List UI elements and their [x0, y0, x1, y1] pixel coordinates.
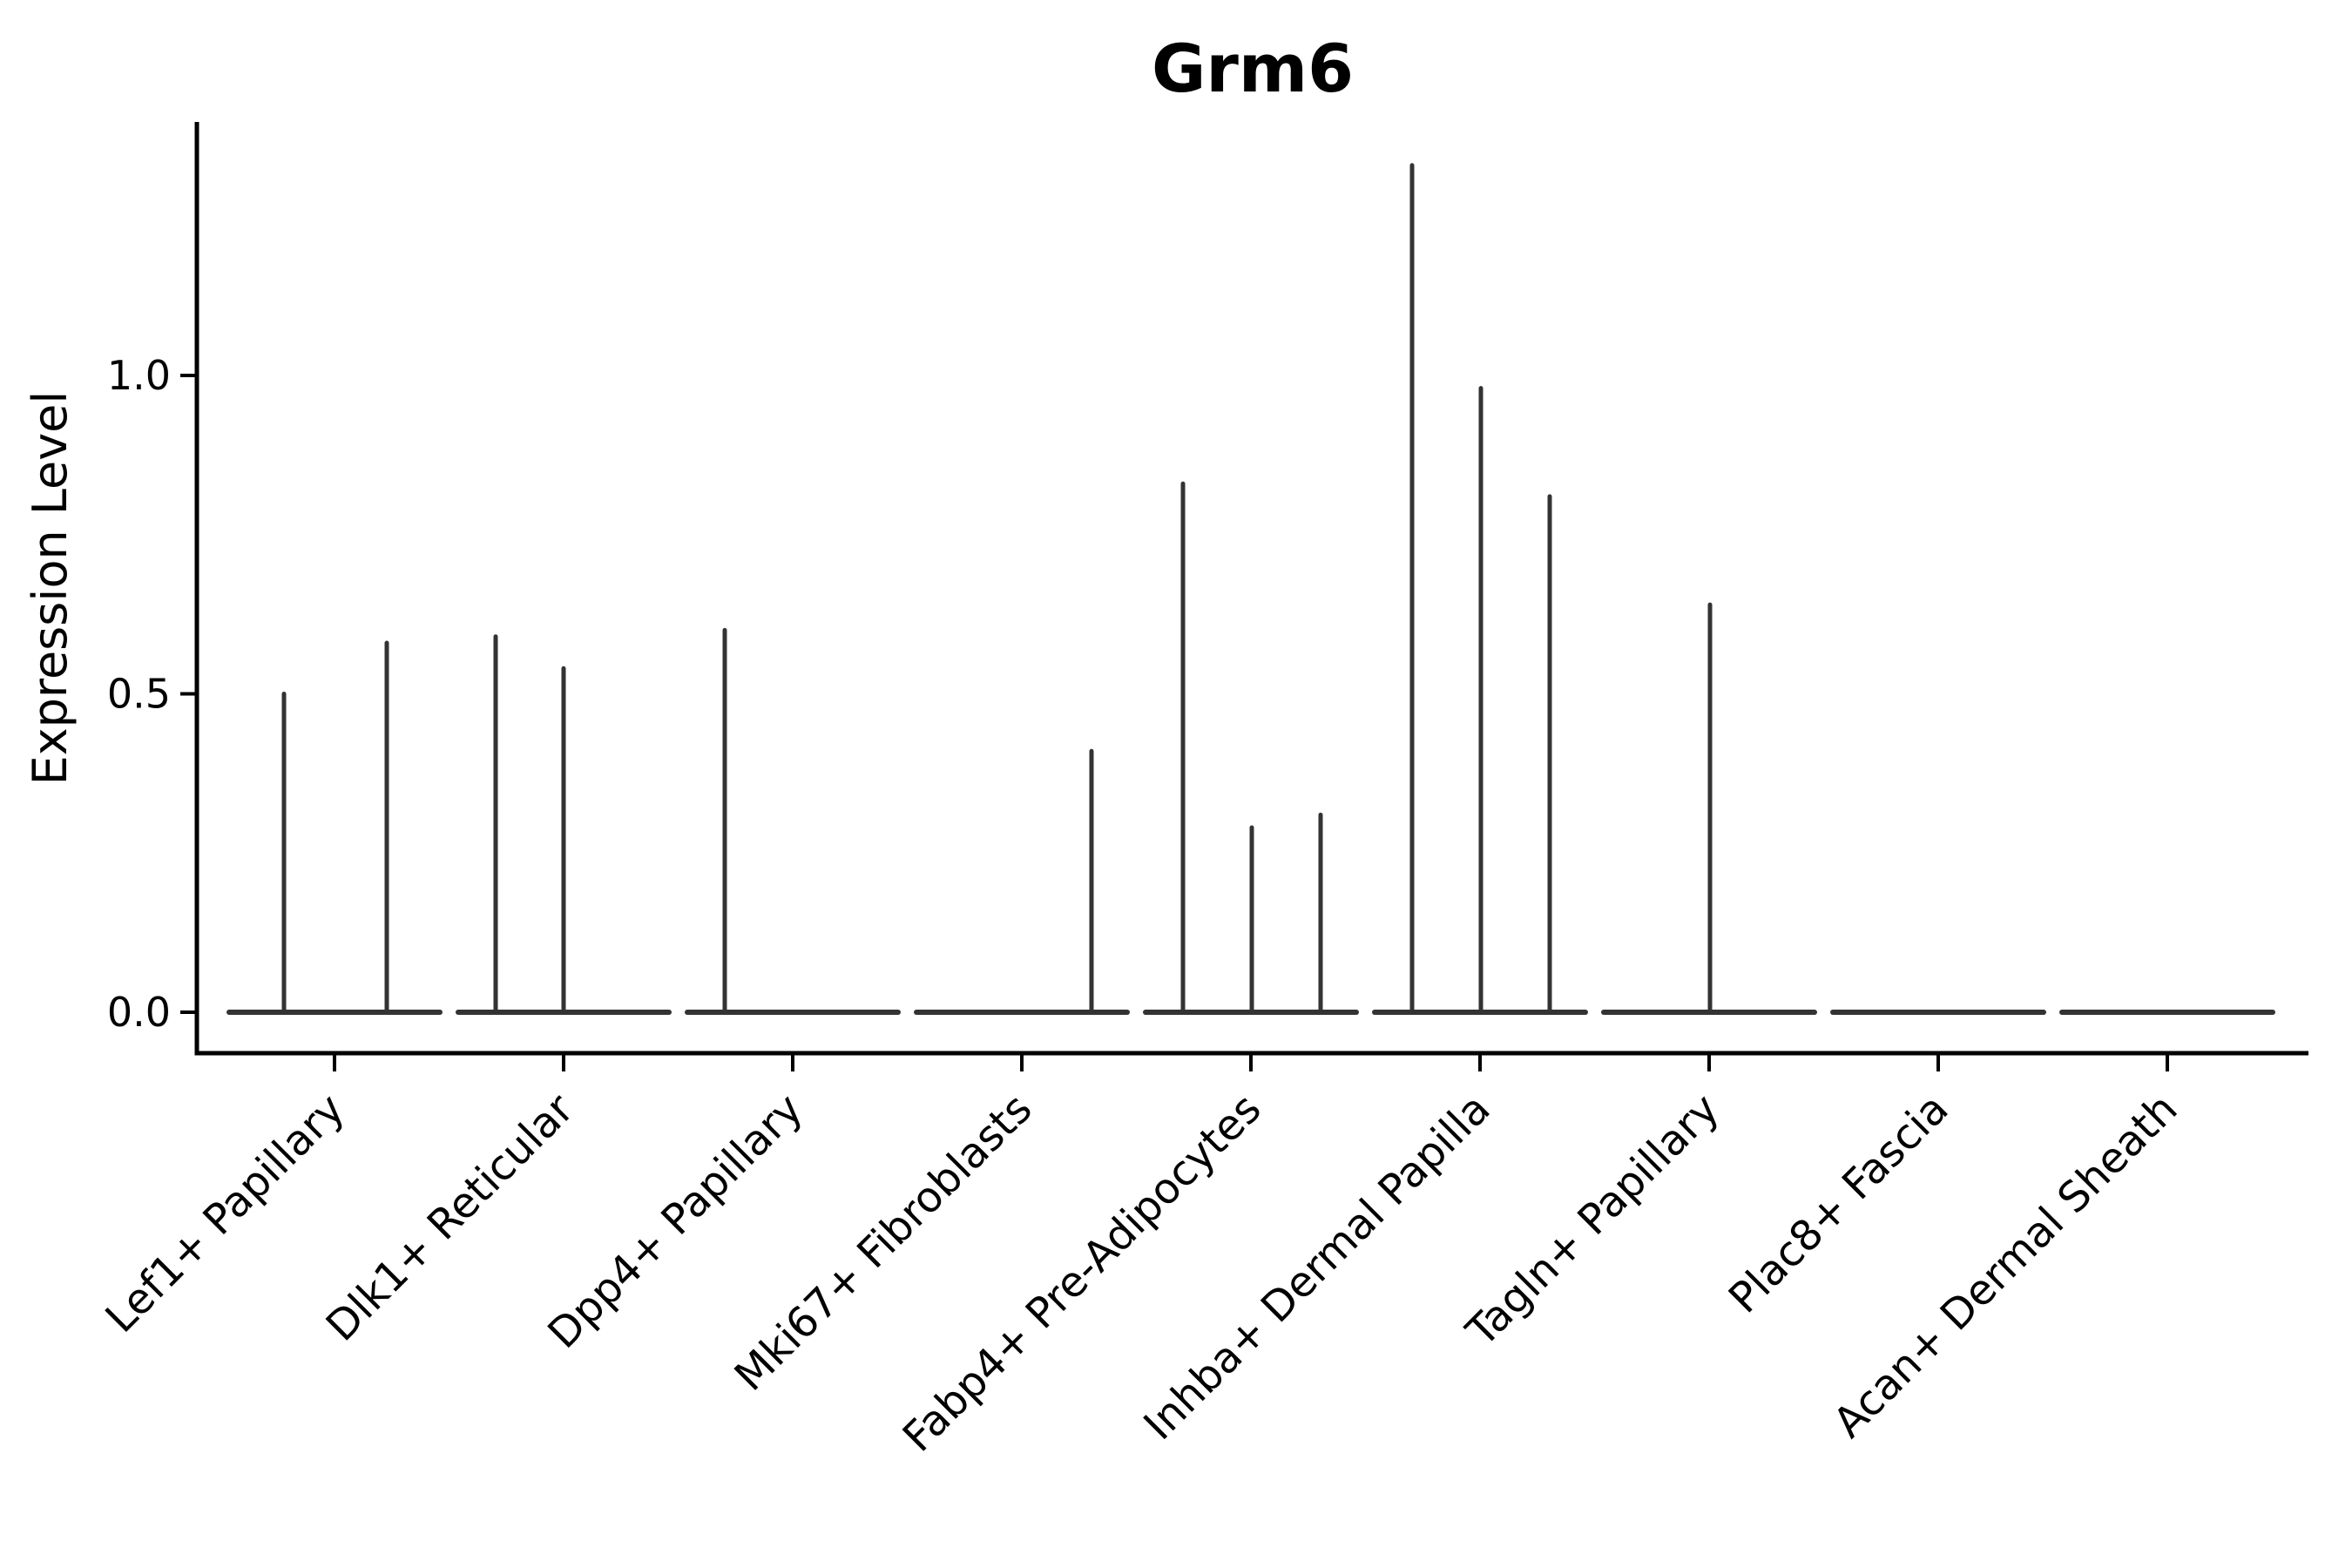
violins-group — [226, 163, 2275, 1015]
y-axis-label: Expression Level — [23, 391, 78, 786]
y-tick-label: 0.5 — [107, 671, 171, 718]
x-tick-label: Dpp4+ Papillary — [538, 1085, 812, 1358]
y-tick-label: 1.0 — [107, 352, 171, 399]
x-tick-label: Dlk1+ Reticular — [317, 1085, 584, 1351]
axes-group: 0.0 0.5 1.0 — [107, 122, 2308, 1071]
x-tick-label: Lef1+ Papillary — [97, 1085, 355, 1342]
x-tick-label: Plac8+ Fascia — [1720, 1085, 1958, 1323]
chart-title: Grm6 — [1152, 30, 1354, 107]
x-tick-label: Tagln+ Papillary — [1456, 1085, 1728, 1356]
y-tick-label: 0.0 — [107, 989, 171, 1036]
